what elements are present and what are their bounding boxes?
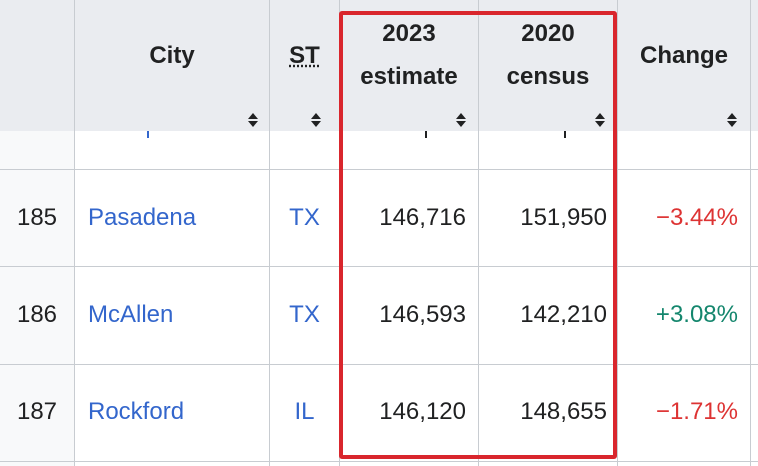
rank-cell: 187	[16, 398, 58, 425]
change-cell: −1.71%	[655, 398, 738, 425]
header-city[interactable]: City	[75, 0, 269, 131]
rank-column	[0, 131, 74, 466]
header-estimate-line2: estimate	[360, 63, 458, 90]
header-census-line1: 2020	[521, 20, 575, 47]
column-divider	[74, 0, 75, 466]
header-st-label: ST	[289, 42, 320, 69]
census-cell: 142,210	[520, 301, 607, 328]
row-divider	[0, 266, 758, 267]
scrolled-row-remnant	[564, 131, 566, 138]
row-divider	[0, 461, 758, 462]
estimate-cell: 146,593	[379, 301, 466, 328]
census-cell: 151,950	[520, 204, 607, 231]
scrolled-row-remnant	[147, 131, 149, 138]
sort-icon	[726, 113, 738, 127]
sort-icon	[455, 113, 467, 127]
change-cell: +3.08%	[655, 301, 738, 328]
state-link[interactable]: TX	[289, 301, 320, 328]
row-divider	[0, 169, 758, 170]
state-link[interactable]: IL	[294, 398, 315, 425]
header-change-label: Change	[639, 42, 728, 69]
row-divider	[0, 364, 758, 365]
city-link[interactable]: Rockford	[88, 398, 185, 425]
city-link[interactable]: McAllen	[88, 301, 174, 328]
city-link[interactable]: Pasadena	[88, 204, 197, 231]
table-header-row	[0, 0, 758, 131]
header-city-label: City	[149, 42, 195, 69]
rank-cell: 186	[16, 301, 58, 328]
header-st[interactable]: ST	[270, 0, 339, 131]
state-link[interactable]: TX	[289, 204, 320, 231]
estimate-cell: 146,120	[379, 398, 466, 425]
estimate-cell: 146,716	[379, 204, 466, 231]
header-estimate-line1: 2023	[382, 20, 436, 47]
header-census-line2: census	[506, 63, 590, 90]
rank-cell: 185	[16, 204, 58, 231]
change-cell: −3.44%	[655, 204, 738, 231]
column-divider	[617, 0, 618, 466]
header-2020-census[interactable]: 2020 census	[479, 0, 617, 131]
column-divider	[750, 0, 751, 466]
sort-icon	[310, 113, 322, 127]
scrolled-row-remnant	[425, 131, 427, 138]
highlight-box	[339, 11, 617, 459]
sort-icon	[594, 113, 606, 127]
column-divider	[269, 0, 270, 466]
census-cell: 148,655	[520, 398, 607, 425]
header-2023-estimate[interactable]: 2023 estimate	[340, 0, 478, 131]
header-change[interactable]: Change	[618, 0, 750, 131]
sort-icon	[247, 113, 259, 127]
column-divider	[478, 0, 479, 466]
